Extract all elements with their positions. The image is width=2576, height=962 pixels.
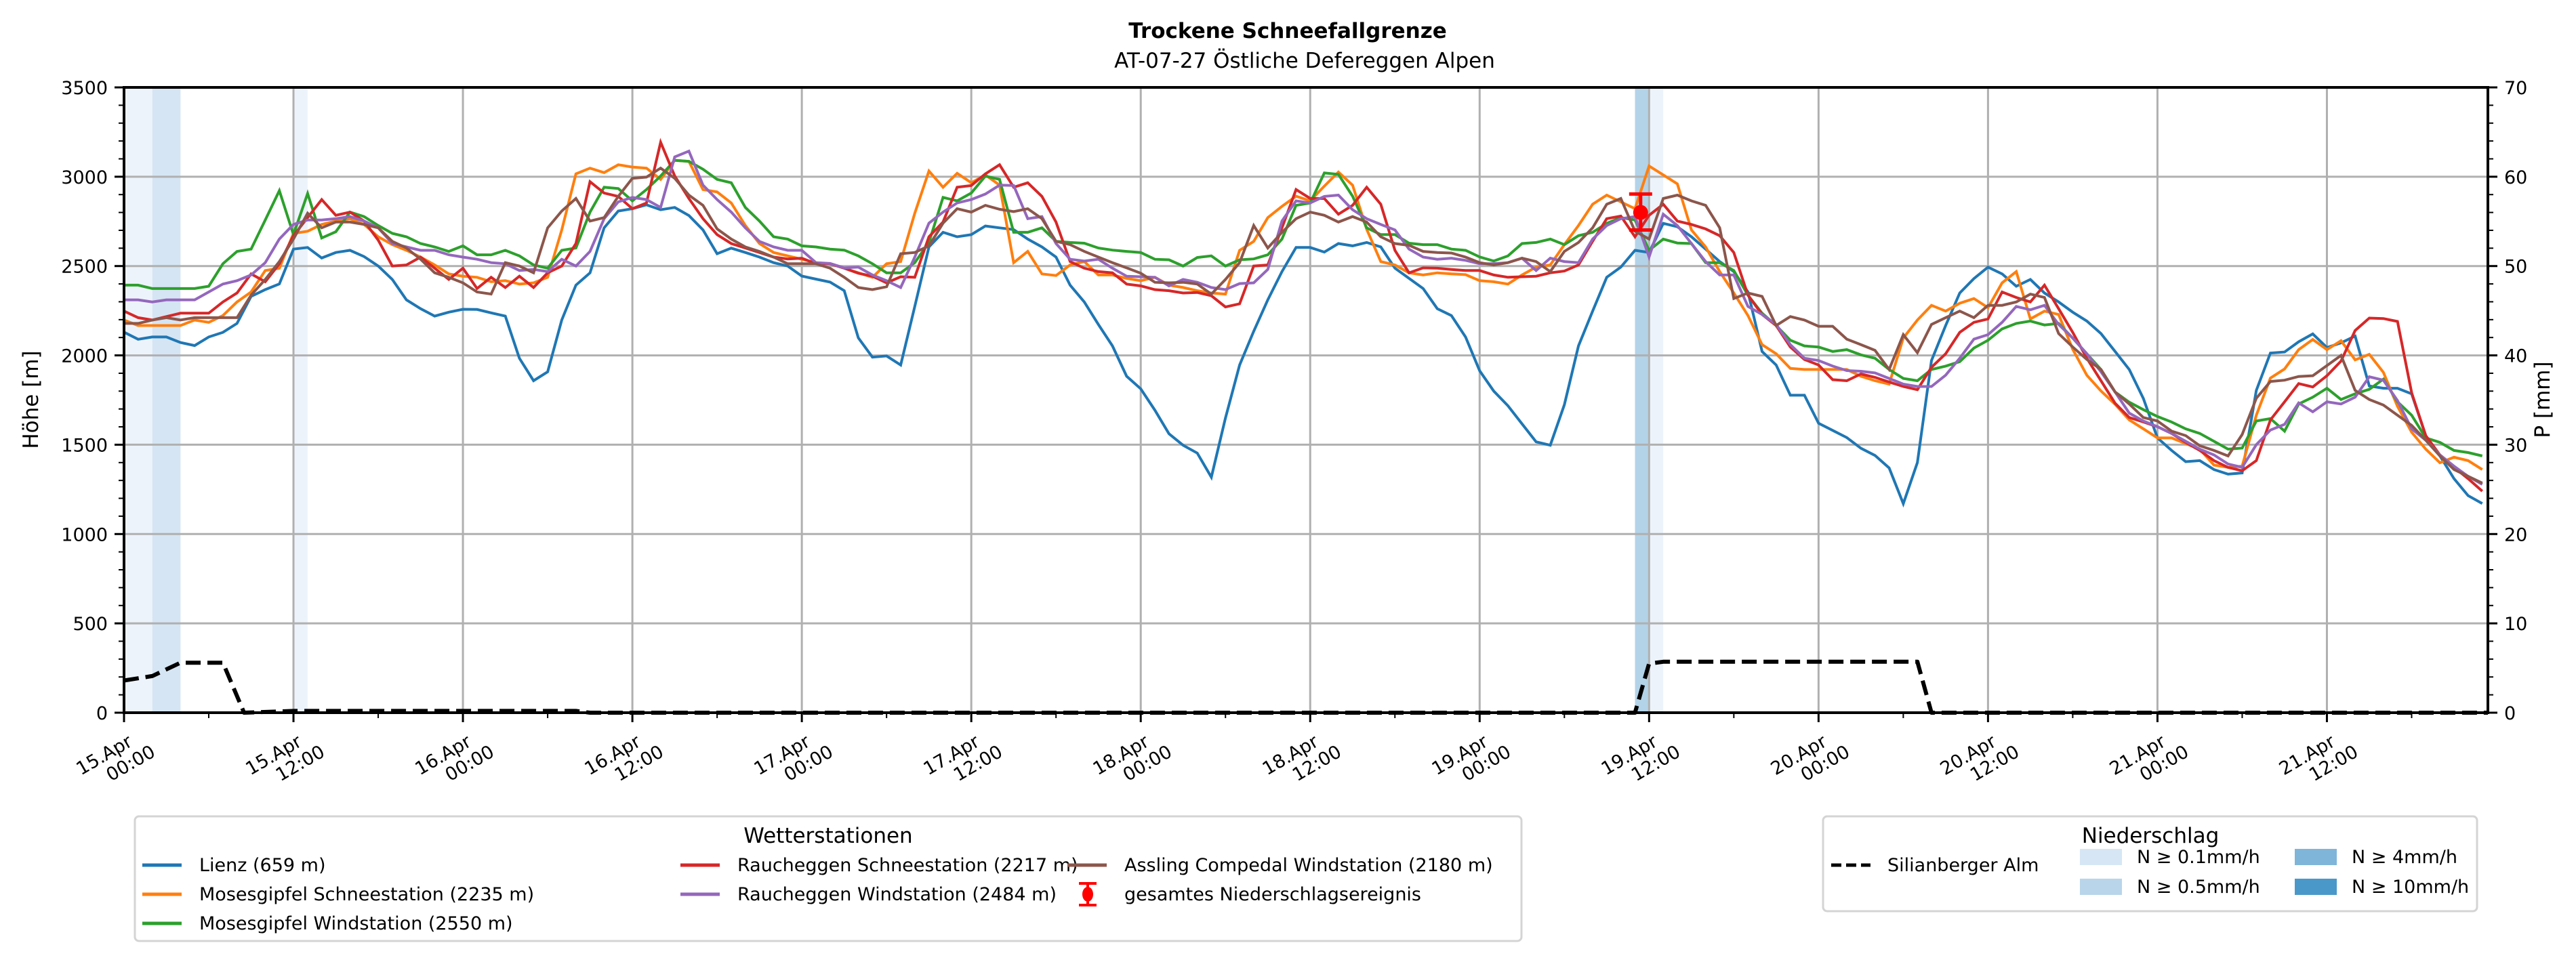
y2-axis-label: P [mm] (2531, 361, 2555, 438)
legend-stations: Wetterstationen Lienz (659 m) Mosesgipfel… (134, 815, 1523, 942)
legend-item-label: Mosesgipfel Windstation (2550 m) (199, 913, 513, 934)
x-tick-label: 15.Apr00:00 (73, 724, 159, 797)
series-line-5 (124, 149, 2483, 486)
y2-tick-label: 40 (2504, 346, 2527, 367)
y2-tick-label: 10 (2504, 614, 2527, 635)
legend-item-label: Raucheggen Windstation (2484 m) (737, 884, 1057, 905)
x-tick-label: 15.Apr12:00 (242, 724, 328, 797)
legend-precip-label: N ≥ 0.1mm/h (2137, 847, 2260, 868)
precip-bands (124, 87, 1664, 713)
precip-band (152, 87, 181, 713)
x-tick-label: 17.Apr12:00 (920, 724, 1006, 797)
precip-band (293, 87, 308, 713)
x-tick-label: 18.Apr00:00 (1090, 724, 1176, 797)
legend-stations-frame (134, 815, 1523, 942)
x-tick-label: 20.Apr12:00 (1937, 724, 2023, 797)
legend-precip-swatch (2295, 849, 2337, 865)
x-tick-label: 16.Apr12:00 (581, 724, 667, 797)
y2-tick-label: 30 (2504, 435, 2527, 456)
y2-tick-label: 70 (2504, 78, 2527, 99)
y2-tick-label: 0 (2504, 703, 2516, 724)
y-tick-label: 3500 (61, 78, 108, 99)
x-tick-label: 20.Apr00:00 (1767, 724, 1854, 797)
axes: 0 500 1000 1500 2000 2500 3000 3500 0 10 20 30 40 50 6… (61, 78, 2527, 797)
legend-precip-label: N ≥ 4mm/h (2352, 847, 2457, 868)
x-tick-label: 21.Apr12:00 (2276, 724, 2362, 797)
legend-item-label: gesamtes Niederschlagsereignis (1124, 884, 1421, 905)
y-tick-label: 2500 (61, 257, 108, 278)
legend-precip-label: N ≥ 0.5mm/h (2137, 877, 2260, 898)
legend-precip-swatch (2080, 849, 2122, 865)
precip-band (124, 87, 152, 713)
y-tick-label: 3000 (61, 167, 108, 188)
series-line-6 (124, 166, 2483, 484)
legend-precip-swatch (2080, 879, 2122, 895)
y2-tick-label: 60 (2504, 167, 2527, 188)
y-tick-label: 1000 (61, 524, 108, 545)
precip-band (1649, 87, 1664, 713)
y2-tick-label: 50 (2504, 257, 2527, 278)
event-marker-point (1633, 205, 1648, 220)
legend-event-swatch-dot (1082, 887, 1093, 902)
y2-tick-label: 20 (2504, 524, 2527, 545)
plot-frame (123, 86, 2489, 714)
y-tick-label: 500 (73, 614, 108, 635)
legend-precip: Niederschlag Silianberger Alm N ≥ 0.1mm/… (1822, 815, 2478, 913)
series-layer (123, 138, 2484, 508)
x-tick-label: 19.Apr12:00 (1598, 724, 1684, 797)
legend-precip-swatch (2295, 879, 2337, 895)
chart-title: Trockene Schneefallgrenze (1128, 19, 1447, 43)
x-tick-label: 17.Apr00:00 (750, 724, 836, 797)
x-tick-label: 16.Apr00:00 (411, 724, 497, 797)
legend-item-label: Lienz (659 m) (199, 855, 326, 876)
y-tick-label: 0 (96, 703, 108, 724)
precip-line-layer (123, 659, 2488, 715)
x-tick-label: 19.Apr00:00 (1429, 724, 1515, 797)
event-marker-layer (1629, 192, 1652, 232)
legend-stations-title: Wetterstationen (743, 824, 912, 848)
legend-precip-label: N ≥ 10mm/h (2352, 877, 2469, 898)
series-line-1 (123, 203, 2483, 508)
grid-lines (124, 87, 2488, 713)
legend-item-label: Mosesgipfel Schneestation (2235 m) (199, 884, 534, 905)
y-tick-label: 2000 (61, 346, 108, 367)
x-tick-label: 21.Apr00:00 (2106, 724, 2192, 797)
series-line-4 (123, 138, 2484, 493)
legend-item-label: Raucheggen Schneestation (2217 m) (737, 855, 1078, 876)
series-line-2 (123, 159, 2483, 471)
y-axis-label: Höhe [m] (19, 350, 43, 448)
precip-line-silianberger (123, 659, 2488, 715)
chart-subtitle: AT-07-27 Östliche Defereggen Alpen (1114, 48, 1495, 73)
x-tick-label: 18.Apr12:00 (1259, 724, 1345, 797)
legend-silianberger-label: Silianberger Alm (1887, 855, 2039, 876)
legend-item-label: Assling Compedal Windstation (2180 m) (1124, 855, 1493, 876)
y-tick-label: 1500 (61, 435, 108, 456)
legend-precip-title: Niederschlag (2082, 824, 2220, 848)
precip-band (1635, 87, 1650, 713)
